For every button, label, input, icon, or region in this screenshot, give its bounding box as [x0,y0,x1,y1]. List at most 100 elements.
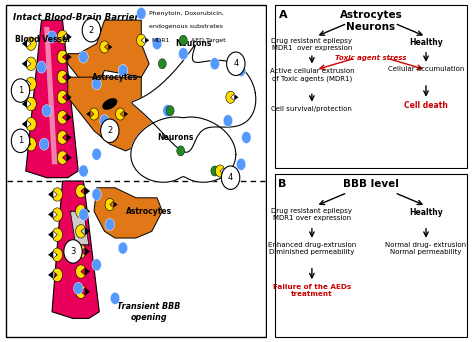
Polygon shape [66,33,72,41]
Circle shape [118,242,128,254]
Polygon shape [68,77,162,151]
Polygon shape [22,140,27,148]
Text: Normal drug- extrusion
Normal permeability: Normal drug- extrusion Normal permeabili… [385,242,466,255]
Text: Failure of the AEDs
treatment: Failure of the AEDs treatment [273,284,351,297]
Polygon shape [48,271,53,279]
Text: 3: 3 [70,247,76,256]
Polygon shape [234,94,238,100]
Polygon shape [85,247,90,255]
Circle shape [242,131,251,144]
Text: Blood Vessel: Blood Vessel [15,35,70,44]
Circle shape [79,209,88,221]
Polygon shape [85,207,90,215]
Wedge shape [215,165,224,177]
Circle shape [73,282,83,294]
Text: Drug resistant epilepsy
MDR1  over expression: Drug resistant epilepsy MDR1 over expres… [272,38,352,51]
Circle shape [79,165,88,177]
Ellipse shape [102,98,117,110]
Polygon shape [224,168,228,174]
Wedge shape [27,97,36,111]
Wedge shape [57,151,67,164]
Wedge shape [76,225,85,238]
Wedge shape [57,111,67,124]
Circle shape [227,52,245,76]
Wedge shape [57,70,67,84]
Wedge shape [53,268,63,281]
Text: A: A [278,10,287,20]
Wedge shape [226,91,235,103]
Wedge shape [27,77,36,91]
Text: Healthy: Healthy [409,38,443,47]
Circle shape [211,166,219,176]
Wedge shape [57,131,67,144]
Polygon shape [22,60,27,68]
Wedge shape [76,205,85,218]
Polygon shape [22,80,27,88]
Polygon shape [86,111,91,117]
Polygon shape [48,190,53,198]
Text: Active cellular extrusion
of Toxic agents (MDR1): Active cellular extrusion of Toxic agent… [270,68,354,82]
Text: BBB level: BBB level [343,179,399,189]
Polygon shape [22,40,27,48]
Wedge shape [57,91,67,104]
Wedge shape [27,137,36,151]
Wedge shape [105,198,114,211]
Circle shape [11,79,30,102]
Circle shape [179,48,188,60]
Wedge shape [57,50,67,64]
Text: Cell death: Cell death [404,101,448,110]
Polygon shape [85,288,90,296]
Polygon shape [22,100,27,108]
Circle shape [158,59,166,69]
Wedge shape [53,228,63,241]
Circle shape [39,138,49,150]
Text: Drug resistant epilepsy
MDR1 over expression: Drug resistant epilepsy MDR1 over expres… [272,208,352,221]
Polygon shape [94,188,162,238]
Polygon shape [113,201,118,208]
Text: Astrocytes: Astrocytes [126,207,172,216]
Circle shape [237,64,246,77]
Polygon shape [132,45,256,152]
Wedge shape [76,245,85,258]
Circle shape [100,119,119,143]
Text: 4: 4 [228,173,233,182]
Wedge shape [90,108,99,120]
Polygon shape [66,133,72,142]
Circle shape [79,51,88,63]
Circle shape [210,58,219,70]
Wedge shape [76,265,85,278]
Circle shape [223,115,233,127]
Polygon shape [131,117,236,182]
Text: Cell survival/protection: Cell survival/protection [272,106,352,112]
Text: 1: 1 [18,86,23,95]
Circle shape [179,35,187,45]
Wedge shape [100,41,109,53]
Circle shape [118,64,128,77]
Text: Intact Blood-Brain Barrier: Intact Blood-Brain Barrier [13,13,138,23]
Circle shape [11,129,30,153]
Text: 2: 2 [107,126,112,135]
Polygon shape [48,231,53,239]
Wedge shape [53,248,63,262]
Circle shape [47,31,57,43]
Circle shape [177,146,184,156]
Polygon shape [85,227,90,235]
Text: Enhanced drug-extrusion
Diminished permeability: Enhanced drug-extrusion Diminished perme… [268,242,356,255]
Wedge shape [53,188,63,201]
Polygon shape [66,93,72,101]
Text: 2: 2 [89,26,94,35]
Circle shape [82,18,100,42]
Wedge shape [137,34,145,46]
Circle shape [42,105,52,117]
Text: Toxic agent stress: Toxic agent stress [335,55,407,61]
Circle shape [92,188,101,200]
Polygon shape [66,53,72,61]
Text: Cellular accumulation: Cellular accumulation [388,66,464,73]
Circle shape [92,148,101,160]
Text: Neurons: Neurons [176,39,212,48]
Text: B: B [278,179,287,189]
Text: MDR1: MDR1 [152,38,170,43]
Circle shape [163,105,172,117]
Circle shape [105,219,115,231]
Polygon shape [52,181,99,318]
